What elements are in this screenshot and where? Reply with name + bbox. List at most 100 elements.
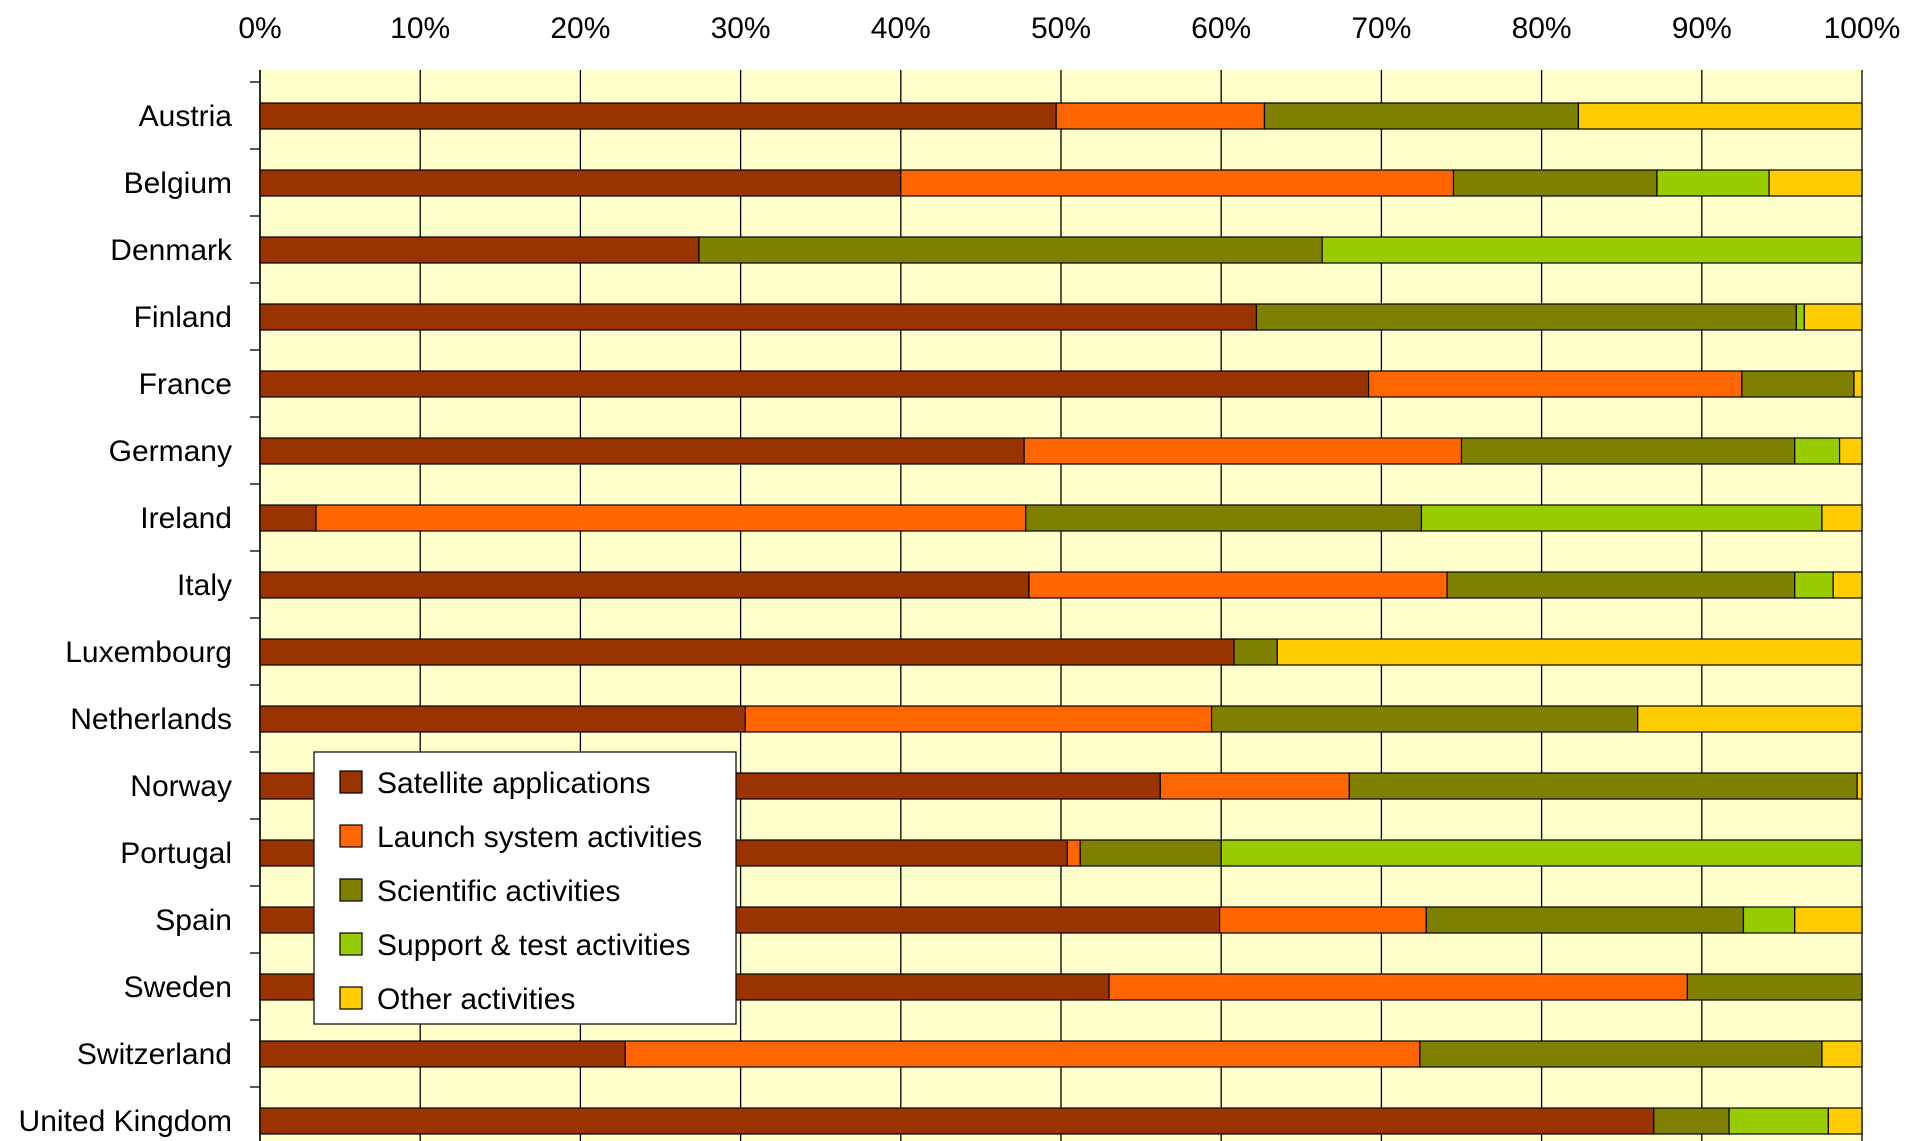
bar-segment bbox=[259, 303, 1258, 331]
bar-segment bbox=[259, 102, 1057, 130]
bar-segment bbox=[1577, 102, 1863, 130]
legend-label: Support & test activities bbox=[377, 929, 690, 962]
legend-swatch bbox=[339, 878, 363, 902]
legend-label: Other activities bbox=[377, 983, 575, 1016]
legend-swatch bbox=[339, 770, 363, 794]
bar-segment bbox=[259, 437, 1025, 465]
bar-segment bbox=[1821, 1040, 1863, 1068]
category-label: Ireland bbox=[140, 502, 232, 535]
bar-segment bbox=[1255, 303, 1797, 331]
bar-segment bbox=[1079, 839, 1222, 867]
x-tick-label: 50% bbox=[1031, 12, 1091, 45]
category-label: Spain bbox=[155, 904, 232, 937]
bar-segment bbox=[1460, 437, 1796, 465]
bar-segment bbox=[1838, 437, 1863, 465]
category-label: United Kingdom bbox=[19, 1105, 232, 1138]
category-label: Switzerland bbox=[77, 1038, 232, 1071]
bar-segment bbox=[744, 705, 1213, 733]
category-label: Finland bbox=[134, 301, 232, 334]
bar-segment bbox=[1686, 973, 1863, 1001]
bar-segment bbox=[1321, 236, 1863, 264]
bar-segment bbox=[1220, 839, 1863, 867]
bar-segment bbox=[259, 1107, 1655, 1135]
bar-segment bbox=[1263, 102, 1580, 130]
bar-segment bbox=[1794, 906, 1863, 934]
x-tick-label: 100% bbox=[1824, 12, 1901, 45]
legend-box bbox=[313, 751, 737, 1025]
category-label: Portugal bbox=[120, 837, 232, 870]
bar-segment bbox=[315, 504, 1027, 532]
bar-segment bbox=[1025, 504, 1423, 532]
bar-segment bbox=[1023, 437, 1463, 465]
legend-swatch bbox=[339, 986, 363, 1010]
x-tick-label: 90% bbox=[1672, 12, 1732, 45]
legend-label: Satellite applications bbox=[377, 767, 651, 800]
x-tick-label: 70% bbox=[1351, 12, 1411, 45]
bar-segment bbox=[1210, 705, 1639, 733]
bar-segment bbox=[1832, 571, 1863, 599]
bar-segment bbox=[1159, 772, 1350, 800]
x-tick-label: 40% bbox=[871, 12, 931, 45]
bar-segment bbox=[1741, 370, 1855, 398]
bar-segment bbox=[1794, 571, 1834, 599]
legend: Satellite applications Launch system acti… bbox=[313, 751, 737, 1025]
category-label: Denmark bbox=[110, 234, 233, 267]
bar-segment bbox=[1856, 772, 1863, 800]
x-tick-label: 80% bbox=[1512, 12, 1572, 45]
category-label: France bbox=[139, 368, 232, 401]
bar-segment bbox=[1367, 370, 1743, 398]
bar-segment bbox=[1742, 906, 1796, 934]
bar-segment bbox=[259, 571, 1030, 599]
bar-segment bbox=[900, 169, 1455, 197]
bar-segment bbox=[259, 370, 1370, 398]
bars bbox=[259, 102, 1863, 1135]
bar-segment bbox=[1348, 772, 1858, 800]
x-tick-label: 20% bbox=[550, 12, 610, 45]
bar-segment bbox=[1794, 437, 1841, 465]
bar-segment bbox=[259, 1040, 626, 1068]
category-label: Italy bbox=[177, 569, 232, 602]
category-label: Austria bbox=[139, 100, 233, 133]
bar-segment bbox=[1656, 169, 1770, 197]
bar-segment bbox=[1653, 1107, 1730, 1135]
bar-segment bbox=[1827, 1107, 1863, 1135]
bar-segment bbox=[1728, 1107, 1829, 1135]
legend-label: Launch system activities bbox=[377, 821, 702, 854]
x-axis-tick-labels: 0% 10% 20% 30% 40% 50% 60% 70% 80% 90% 100% bbox=[238, 12, 1900, 45]
bar-segment bbox=[1419, 1040, 1823, 1068]
bar-segment bbox=[259, 705, 747, 733]
legend-swatch bbox=[339, 932, 363, 956]
bar-segment bbox=[1795, 303, 1805, 331]
x-tick-label: 10% bbox=[390, 12, 450, 45]
legend-label: Scientific activities bbox=[377, 875, 620, 908]
bar-segment bbox=[1108, 973, 1688, 1001]
bar-segment bbox=[1803, 303, 1863, 331]
category-label: Norway bbox=[130, 770, 232, 803]
bar-segment bbox=[1446, 571, 1796, 599]
bar-segment bbox=[1420, 504, 1823, 532]
bar-segment bbox=[259, 236, 700, 264]
bar-segment bbox=[259, 638, 1235, 666]
bar-segment bbox=[1066, 839, 1081, 867]
bar-segment bbox=[1637, 705, 1863, 733]
bar-segment bbox=[1276, 638, 1863, 666]
bar-segment bbox=[1853, 370, 1863, 398]
bar-segment bbox=[259, 169, 902, 197]
x-tick-label: 30% bbox=[711, 12, 771, 45]
bar-segment bbox=[1821, 504, 1863, 532]
category-label: Netherlands bbox=[70, 703, 232, 736]
legend-swatch bbox=[339, 824, 363, 848]
bar-segment bbox=[1452, 169, 1658, 197]
x-tick-label: 0% bbox=[238, 12, 281, 45]
bar-segment bbox=[698, 236, 1323, 264]
category-label: Germany bbox=[109, 435, 232, 468]
category-labels: Austria Belgium Denmark Finland France German… bbox=[19, 100, 233, 1138]
bar-segment bbox=[1028, 571, 1448, 599]
bar-segment bbox=[1218, 906, 1427, 934]
bar-segment bbox=[1055, 102, 1266, 130]
bar-segment bbox=[1425, 906, 1745, 934]
x-tick-label: 60% bbox=[1191, 12, 1251, 45]
bar-segment bbox=[1768, 169, 1863, 197]
category-label: Sweden bbox=[124, 971, 232, 1004]
